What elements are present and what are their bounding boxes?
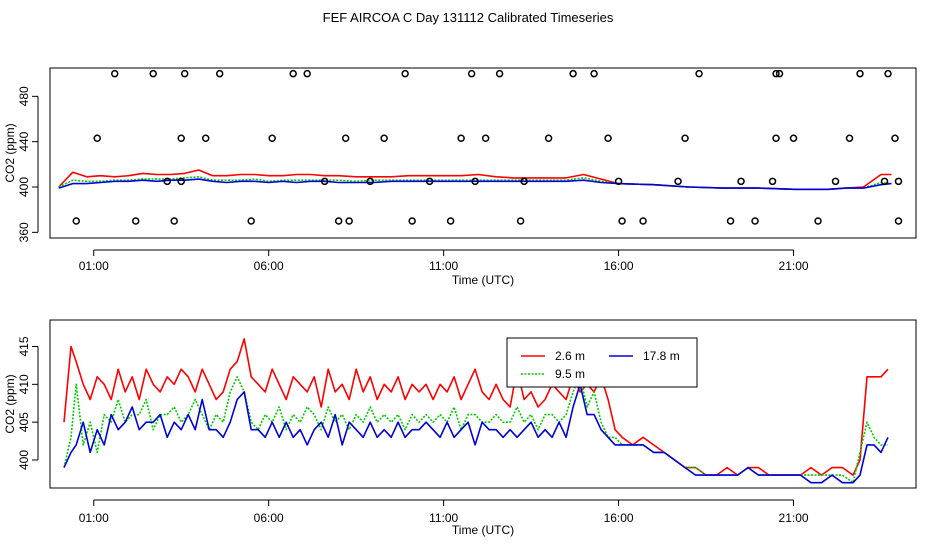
chart1-calibration-point (201, 134, 210, 143)
chart1-calibration-point (341, 134, 350, 143)
chart1-calibration-point (772, 134, 780, 143)
chart1-calibration-point (446, 217, 455, 225)
chart2-legend-label: 2.6 m (555, 349, 585, 363)
chart1-calibration-point (590, 69, 598, 78)
chart1-calibration-point (180, 69, 189, 78)
chart1-calibration-point (856, 69, 864, 78)
chart1-calibration-point (471, 177, 479, 186)
chart2-x-tick-label: 06:00 (254, 511, 284, 525)
chart1-calibration-point (695, 69, 703, 78)
chart1-calibration-point (569, 69, 577, 78)
chart1-x-tick-label: 21:00 (779, 259, 809, 273)
chart1-calibration-point (891, 134, 899, 143)
chart1-calibration-point (481, 134, 490, 143)
chart2-y-tick-label: 400 (17, 450, 31, 470)
chart1-calibration-point (177, 177, 185, 186)
chart1-calibration-point (845, 134, 854, 143)
chart1-calibration-point (366, 177, 374, 186)
chart1-calibration-point (674, 177, 682, 186)
chart1-calibration-point (408, 217, 416, 225)
chart2-y-tick-label: 410 (17, 374, 31, 394)
chart1-x-tick-label: 06:00 (254, 259, 284, 273)
chart1-calibration-point (884, 69, 892, 78)
chart2-series-9-5-m-line (63, 375, 888, 484)
chart2-legend-label: 9.5 m (555, 367, 585, 381)
chart1-calibration-point (618, 217, 626, 225)
chart1-calibration-point (110, 69, 119, 78)
chart2-x-tick-label: 11:00 (429, 511, 458, 525)
chart1-calibration-point (149, 69, 157, 78)
chart1-y-tick-label: 360 (17, 222, 31, 242)
chart1-calibration-point (516, 217, 525, 225)
chart2-legend-label: 17.8 m (643, 349, 680, 363)
chart1-calibration-point (163, 177, 171, 186)
chart2-y-tick-label: 415 (17, 336, 31, 356)
chart1-calibration-point (789, 134, 798, 143)
chart1-calibration-point (520, 177, 528, 186)
chart2-x-axis-title: Time (UTC) (452, 523, 514, 537)
chart1-x-tick-label: 16:00 (604, 259, 634, 273)
chart2-y-axis-title: CO2 (ppm) (3, 374, 17, 433)
chart2-series-2-6-m-line (63, 338, 889, 476)
chart1-calibration-point (894, 177, 903, 186)
chart1-calibration-point (425, 177, 434, 186)
chart1-calibration-point (751, 217, 759, 225)
chart1-series-17-8-m-line (58, 178, 892, 191)
chart1-calibration-point (604, 134, 612, 143)
chart1-calibration-point (401, 69, 409, 78)
chart1-calibration-point (772, 69, 780, 78)
chart1-calibration-point (457, 134, 465, 143)
chart1-calibration-point (247, 217, 255, 225)
chart1-y-axis-title: CO2 (ppm) (3, 123, 17, 182)
chart2-x-tick-label: 01:00 (79, 511, 109, 525)
chart1-plot-frame (49, 67, 917, 239)
chart1-calibration-point (639, 217, 647, 225)
chart1-calibration-point (614, 177, 623, 186)
chart1-calibration-point (177, 134, 185, 143)
chart2-series-17-8-m-line (63, 383, 889, 484)
chart1-calibration-point (726, 217, 735, 225)
chart1-calibration-point (775, 69, 784, 78)
chart1-x-tick-label: 01:00 (79, 259, 109, 273)
chart1-calibration-point (380, 134, 388, 143)
chart1-calibration-point (831, 177, 840, 186)
chart1-calibration-point (131, 217, 140, 225)
chart2-plot-frame (49, 319, 917, 489)
chart1-calibration-point (495, 69, 504, 78)
chart1-calibration-point (215, 69, 224, 78)
chart1-calibration-point (268, 134, 276, 143)
chart1-x-axis-title: Time (UTC) (452, 273, 514, 287)
chart1-y-tick-label: 440 (17, 131, 31, 151)
chart1-calibration-point (170, 217, 178, 225)
chart1-calibration-point (768, 177, 777, 186)
chart2-x-tick-label: 21:00 (779, 511, 809, 525)
chart1-calibration-point (894, 217, 903, 225)
chart1-calibration-point (681, 134, 689, 143)
chart1-calibration-point (467, 69, 476, 78)
chart1-calibration-point (737, 177, 745, 186)
chart2-y-tick-label: 405 (17, 412, 31, 432)
chart1-y-tick-label: 400 (17, 177, 31, 197)
chart1-calibration-point (880, 177, 889, 186)
chart1-calibration-point (320, 177, 329, 186)
chart1-calibration-point (814, 217, 822, 225)
chart2-x-tick-label: 16:00 (604, 511, 634, 525)
chart1-calibration-point (93, 134, 101, 143)
figure-title: FEF AIRCOA C Day 131112 Calibrated Times… (323, 10, 614, 25)
chart1-x-tick-label: 11:00 (429, 259, 458, 273)
chart1-calibration-point (72, 217, 80, 225)
chart1-y-tick-label: 480 (17, 86, 31, 106)
chart2-legend-box (506, 337, 698, 388)
chart1-calibration-point (345, 217, 353, 225)
chart1-calibration-point (544, 134, 553, 143)
chart1-calibration-point (334, 217, 343, 225)
chart1-calibration-point (303, 69, 311, 78)
chart1-calibration-point (289, 69, 297, 78)
